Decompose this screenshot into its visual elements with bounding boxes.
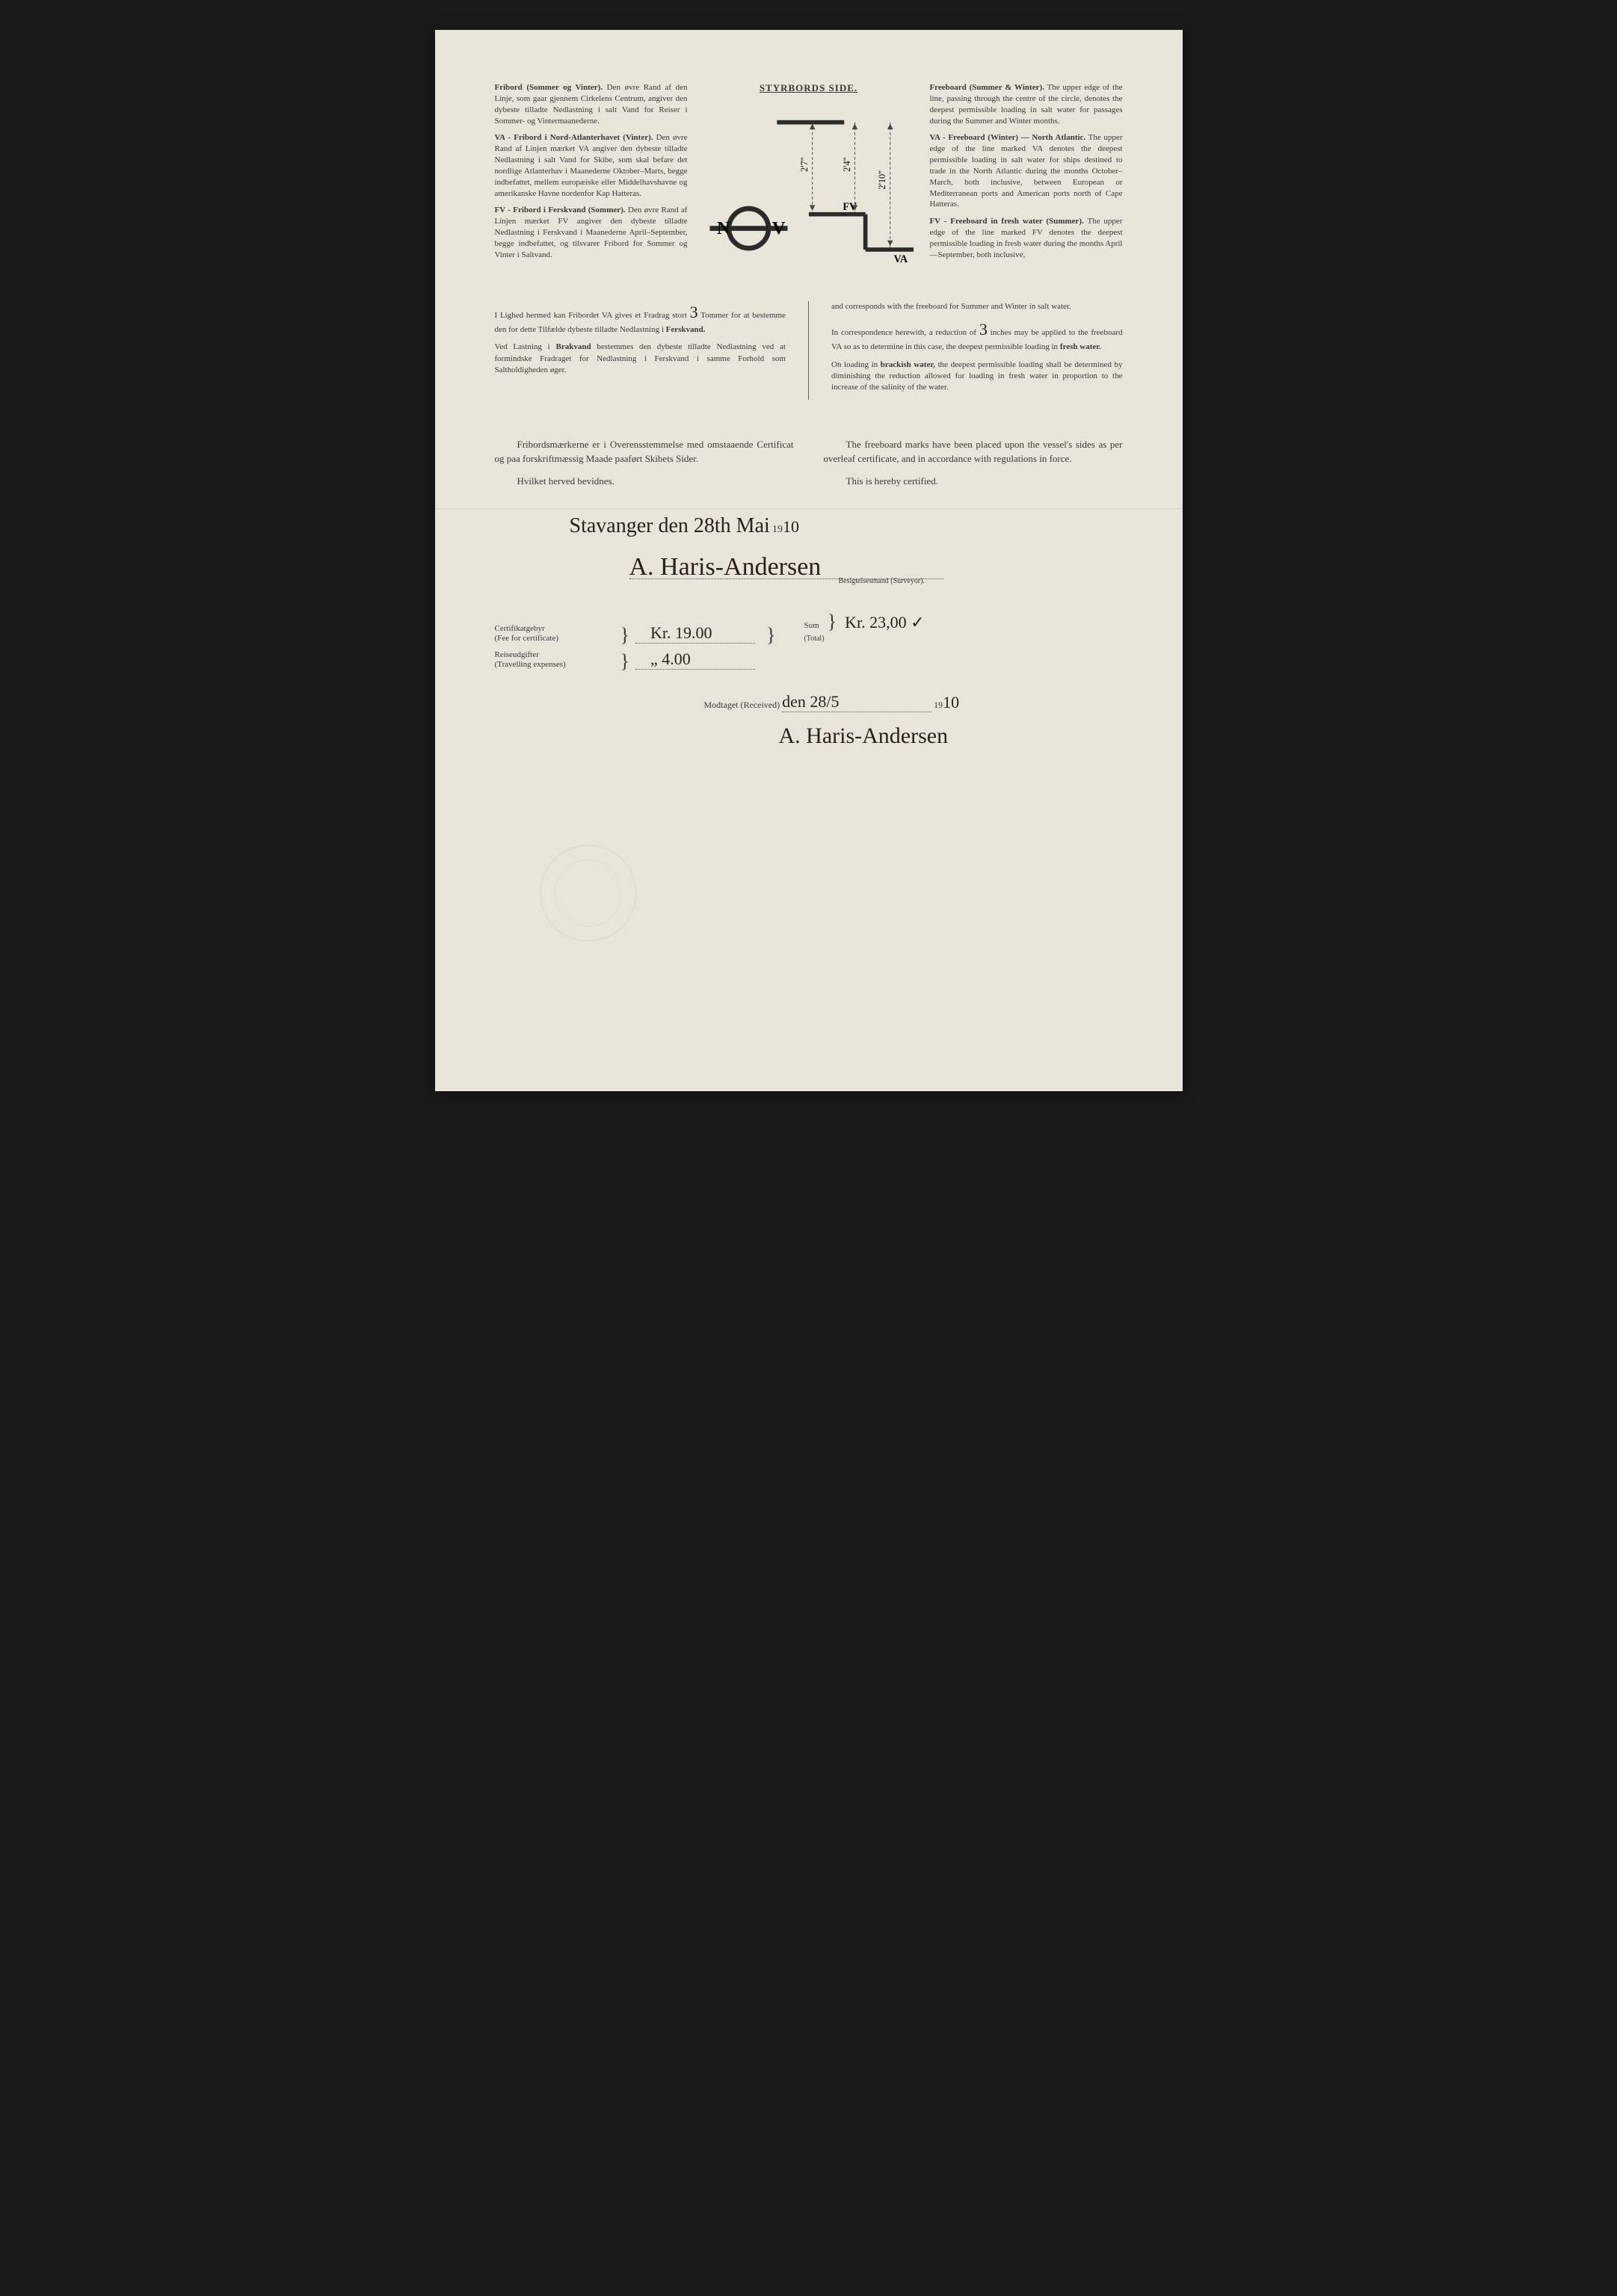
- received-label: Modtaget (Received): [704, 700, 780, 710]
- surveyor-signature: A. Haris-Andersen: [629, 553, 822, 581]
- right-p1: Freeboard (Summer & Winter). The upper e…: [929, 82, 1122, 126]
- dim-label-3: 2'10": [877, 170, 887, 190]
- lr-p2a: In correspondence herewith, a reduction …: [831, 328, 979, 337]
- arrow-icon: [809, 124, 815, 130]
- lower-left-p2: I Lighed hermed kan Fribordet VA gives e…: [495, 301, 786, 336]
- brace-icon: }: [828, 611, 837, 632]
- lr-p2c: fresh water.: [1060, 342, 1101, 351]
- left-p2-body: Den øvre Rand af Linjen mærket VA angive…: [495, 133, 688, 197]
- lower-text-row: I Lighed hermed kan Fribordet VA gives e…: [495, 301, 1123, 400]
- fee-section: Certifikatgebyr (Fee for certificate) } …: [495, 613, 1123, 749]
- year-val: 10: [783, 517, 799, 536]
- certification-section: Fribordsmærkerne er i Overensstemmelse m…: [495, 437, 1123, 489]
- paper-fold: [435, 508, 1183, 510]
- date-line: Stavanger den 28th Mai 1910: [570, 514, 1123, 538]
- ll-p2c: Ferskvand.: [666, 325, 706, 334]
- lower-right-p2: In correspondence herewith, a reduction …: [831, 318, 1123, 353]
- ll-hw-blank: 3: [690, 303, 698, 321]
- received-value: den 28/5: [782, 692, 839, 711]
- cert-right: The freeboard marks have been placed upo…: [824, 437, 1123, 489]
- sum-block: Sum } Kr. 23,00 ✓ (Total): [804, 613, 924, 644]
- surveyor-label: Besigtelsesmand (Surveyor).: [839, 577, 925, 585]
- top-columns: Fribord (Sommer og Vinter). Den øvre Ran…: [495, 82, 1123, 290]
- ll-p2a: I Lighed hermed kan Fribordet VA gives e…: [495, 311, 690, 320]
- cert-right-2: This is hereby certified.: [824, 474, 1123, 489]
- lower-left: I Lighed hermed kan Fribordet VA gives e…: [495, 301, 786, 400]
- center-column: STYRBORDS SIDE. N V FV VA: [703, 82, 915, 290]
- sum-value: Kr. 23,00 ✓: [845, 613, 924, 632]
- right-p3: FV - Freeboard in fresh water (Summer). …: [929, 216, 1122, 260]
- fee-cert-row: Certifikatgebyr (Fee for certificate) } …: [495, 613, 1123, 644]
- cert-right-1: The freeboard marks have been placed upo…: [824, 437, 1123, 466]
- dim-label-2: 2'4": [841, 157, 851, 172]
- brace-icon: }: [620, 654, 629, 670]
- brace-icon: }: [766, 628, 775, 644]
- fee-cert-value: Kr. 19.00: [635, 623, 755, 644]
- right-p2-head: VA - Freeboard (Winter) — North Atlantic…: [929, 133, 1085, 142]
- signature-2: A. Haris-Andersen: [779, 723, 1123, 749]
- diagram-svg: N V FV VA: [703, 103, 915, 290]
- received-year-prefix: 19: [934, 700, 943, 710]
- embossed-seal: [540, 845, 637, 942]
- fee-travel-value: „ 4.00: [635, 649, 755, 670]
- lr-p3b: brackish water,: [881, 360, 935, 369]
- received-year-val: 10: [943, 693, 959, 712]
- arrow-icon: [809, 205, 815, 211]
- label-va: VA: [893, 253, 908, 265]
- ll-p3a: Ved Lastning i: [495, 342, 556, 351]
- brace-icon: }: [620, 628, 629, 644]
- fee-cert-label: Certifikatgebyr (Fee for certificate): [495, 624, 615, 644]
- sum-label: Sum: [804, 621, 819, 630]
- cert-left: Fribordsmærkerne er i Overensstemmelse m…: [495, 437, 794, 489]
- left-p2-head: VA - Fribord i Nord-Atlanterhavet (Vinte…: [495, 133, 653, 142]
- fee-travel-label-text: Reiseudgifter: [495, 650, 539, 659]
- left-p1: Fribord (Sommer og Vinter). Den øvre Ran…: [495, 82, 688, 126]
- right-column: Freeboard (Summer & Winter). The upper e…: [929, 82, 1122, 290]
- surveyor-signature-line: A. Haris-Andersen Besigtelsesmand (Surve…: [629, 553, 1123, 579]
- sum-sub: (Total): [804, 635, 824, 643]
- diagram-heading: STYRBORDS SIDE.: [703, 82, 915, 94]
- lower-right-p1: and corresponds with the freeboard for S…: [831, 301, 1123, 312]
- vertical-divider: [808, 301, 809, 400]
- label-v: V: [771, 218, 785, 238]
- document-page: Fribord (Sommer og Vinter). Den øvre Ran…: [435, 30, 1183, 1091]
- cert-left-1: Fribordsmærkerne er i Overensstemmelse m…: [495, 437, 794, 466]
- lower-right-p3: On loading in brackish water, the deepes…: [831, 359, 1123, 394]
- arrow-icon: [851, 124, 857, 130]
- lower-left-p3: Ved Lastning i Brakvand bestemmes den dy…: [495, 342, 786, 376]
- signature-2-text: A. Haris-Andersen: [779, 723, 949, 749]
- fee-travel-sub: (Travelling expenses): [495, 660, 566, 669]
- fee-cert-label-text: Certifikatgebyr: [495, 624, 545, 633]
- signature-section: Stavanger den 28th Mai 1910 A. Haris-And…: [495, 514, 1123, 579]
- freeboard-diagram: N V FV VA: [703, 103, 915, 290]
- arrow-icon: [887, 124, 893, 130]
- ll-p3b: Brakvand: [556, 342, 591, 351]
- left-p3-head: FV - Fribord i Ferskvand (Sommer).: [495, 206, 626, 215]
- right-p1-head: Freeboard (Summer & Winter).: [929, 83, 1044, 92]
- left-column: Fribord (Sommer og Vinter). Den øvre Ran…: [495, 82, 688, 290]
- lr-p1: and corresponds with the freeboard for S…: [831, 302, 1071, 311]
- left-p1-head: Fribord (Sommer og Vinter).: [495, 83, 603, 92]
- received-line: Modtaget (Received) den 28/5 1910: [704, 692, 1123, 712]
- lr-p3a: On loading in: [831, 360, 881, 369]
- left-p2: VA - Fribord i Nord-Atlanterhavet (Vinte…: [495, 132, 688, 199]
- left-p3: FV - Fribord i Ferskvand (Sommer). Den ø…: [495, 205, 688, 260]
- place-date-hw: Stavanger den 28th Mai: [570, 514, 770, 538]
- fee-travel-row: Reiseudgifter (Travelling expenses) } „ …: [495, 649, 1123, 670]
- right-p2: VA - Freeboard (Winter) — North Atlantic…: [929, 132, 1122, 210]
- lr-p2val: 3: [979, 320, 988, 339]
- year-prefix: 19: [772, 524, 783, 535]
- fee-travel-label: Reiseudgifter (Travelling expenses): [495, 650, 615, 670]
- fee-cert-sub: (Fee for certificate): [495, 634, 559, 643]
- right-p2-body: The upper edge of the line marked VA den…: [929, 133, 1122, 209]
- lower-right: and corresponds with the freeboard for S…: [831, 301, 1123, 400]
- arrow-icon: [887, 241, 893, 247]
- dim-label-1: 2'7": [799, 157, 810, 172]
- label-n: N: [716, 218, 730, 238]
- cert-left-2: Hvilket herved bevidnes.: [495, 474, 794, 489]
- right-p3-head: FV - Freeboard in fresh water (Summer).: [929, 217, 1083, 226]
